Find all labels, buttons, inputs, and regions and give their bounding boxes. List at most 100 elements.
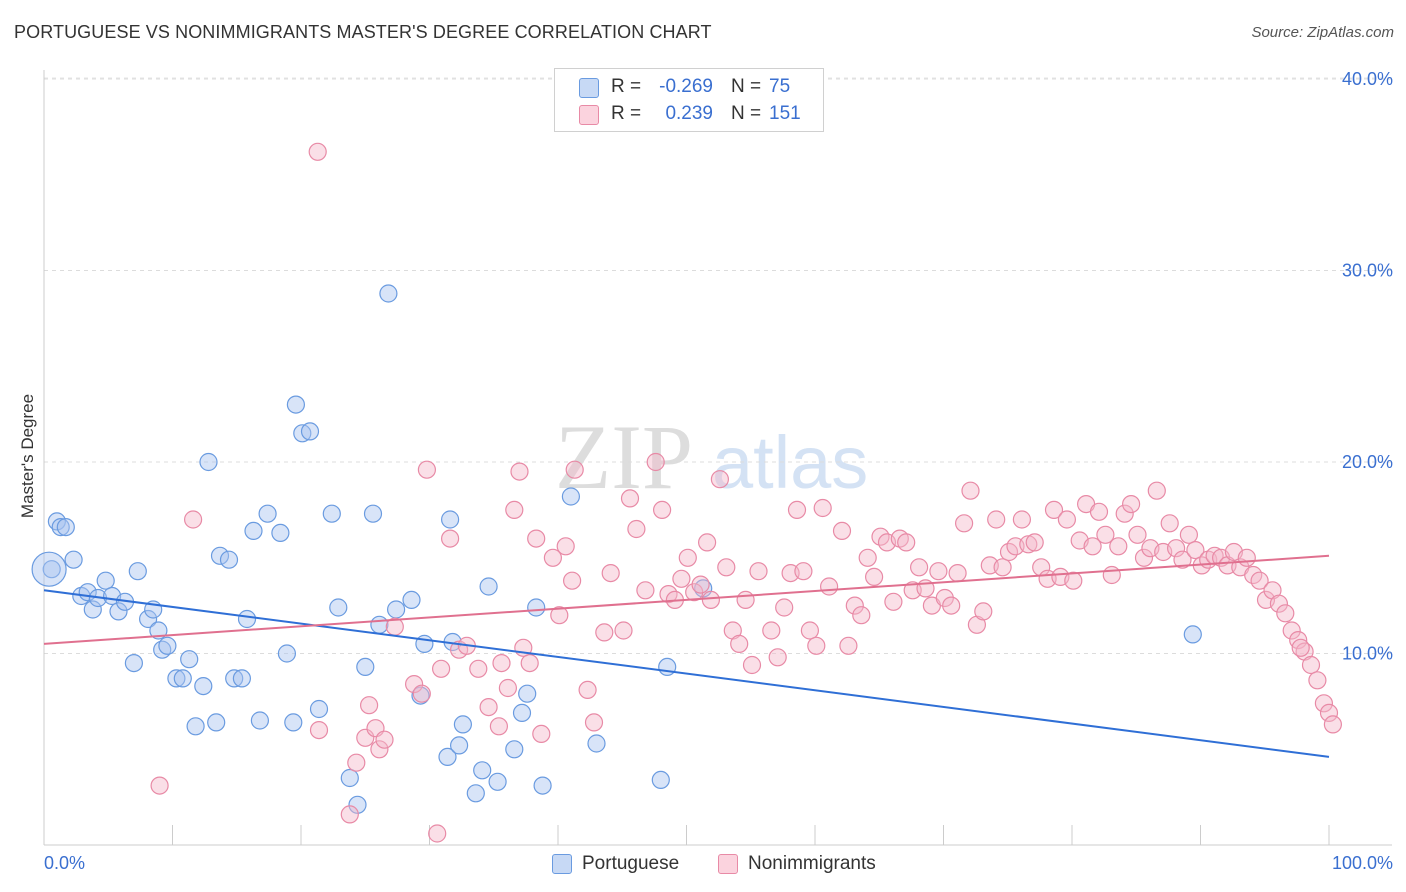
portuguese-point	[402, 590, 421, 610]
nonimmigrants-point	[697, 533, 717, 552]
nonimmigrants-point	[1128, 525, 1147, 544]
legend-r-label: R =	[611, 103, 642, 124]
nonimmigrants-point	[620, 489, 640, 508]
portuguese-point	[329, 598, 348, 617]
portuguese-point	[199, 452, 218, 472]
nonimmigrants-point	[678, 548, 697, 567]
x-tick-label: 100.0%	[1332, 853, 1393, 873]
nonimmigrants-point	[1012, 510, 1032, 529]
nonimmigrants-point	[897, 533, 916, 552]
nonimmigrants-point	[672, 569, 691, 588]
nonimmigrants-point	[929, 562, 948, 581]
nonimmigrants-point	[800, 621, 820, 640]
portuguese-point	[96, 571, 115, 590]
nonimmigrants-point	[1160, 514, 1179, 533]
nonimmigrants-point	[527, 529, 546, 548]
nonimmigrants-point	[565, 460, 584, 479]
nonimmigrants-point	[794, 562, 813, 581]
portuguese-point	[277, 644, 296, 663]
legend-r-value: 0.239	[665, 103, 713, 124]
y-tick-label: 40.0%	[1342, 69, 1393, 89]
nonimmigrants-point	[768, 648, 787, 667]
nonimmigrants-point	[405, 674, 424, 694]
nonimmigrants-point	[832, 521, 852, 541]
portuguese-point	[370, 615, 389, 634]
portuguese-point	[587, 734, 606, 753]
nonimmigrants-point	[1323, 715, 1343, 734]
nonimmigrants-point	[961, 481, 980, 500]
watermark: ZIP atlas	[555, 406, 868, 508]
nonimmigrants-point	[858, 548, 877, 567]
portuguese-point	[512, 703, 532, 723]
nonimmigrants-point	[428, 824, 447, 843]
legend-swatch-portuguese	[579, 78, 599, 98]
nonimmigrants-point	[701, 590, 721, 610]
portuguese-point	[207, 713, 226, 732]
nonimmigrants-point	[510, 462, 529, 481]
nonimmigrants-point	[562, 571, 582, 590]
nonimmigrants-point	[845, 596, 864, 615]
portuguese-point	[244, 521, 263, 541]
portuguese-point	[64, 550, 83, 569]
portuguese-point	[210, 546, 230, 565]
portuguese-point	[300, 422, 320, 441]
nonimmigrants-point	[819, 577, 839, 596]
nonimmigrants-point	[584, 713, 604, 732]
nonimmigrants-point	[710, 470, 730, 489]
nonimmigrants-point	[636, 581, 655, 600]
portuguese-point	[322, 504, 341, 523]
nonimmigrants-point	[184, 510, 203, 529]
nonimmigrants-trend-line	[43, 554, 1330, 645]
portuguese-point	[651, 770, 670, 790]
nonimmigrants-point	[150, 776, 169, 795]
portuguese-point	[139, 609, 158, 629]
nonimmigrants-point	[864, 567, 884, 587]
nonimmigrants-point	[742, 655, 762, 675]
nonimmigrants-point	[1147, 481, 1166, 500]
portuguese-point	[450, 736, 469, 755]
portuguese-point	[250, 711, 269, 730]
nonimmigrants-point	[646, 452, 665, 472]
portuguese-point	[527, 598, 546, 617]
portuguese-point	[505, 740, 524, 759]
nonimmigrants-point	[1102, 565, 1121, 585]
portuguese-point	[473, 761, 492, 780]
nonimmigrants-point	[417, 460, 436, 479]
portuguese-point	[237, 609, 257, 629]
series-legend: Portuguese Nonimmigrants	[0, 852, 1406, 878]
portuguese-point	[258, 504, 277, 523]
correlation-legend: R = -0.269 N = 75 R = 0.239 N = 151	[554, 68, 824, 132]
nonimmigrants-point	[1089, 502, 1109, 521]
portuguese-point	[286, 395, 305, 414]
portuguese-point	[379, 284, 398, 303]
nonimmigrants-point	[1044, 500, 1064, 519]
nonimmigrants-point	[852, 606, 871, 625]
nonimmigrants-point	[489, 717, 508, 736]
legend-label-nonimmigrants: Nonimmigrants	[748, 853, 876, 874]
nonimmigrants-point	[1276, 604, 1295, 623]
nonimmigrants-point	[627, 519, 646, 539]
y-tick-label: 20.0%	[1342, 452, 1393, 472]
portuguese-point	[561, 487, 581, 506]
nonimmigrants-point	[1308, 671, 1327, 690]
portuguese-point	[194, 676, 213, 696]
nonimmigrants-point	[498, 678, 517, 698]
nonimmigrants-point	[412, 684, 431, 703]
portuguese-point	[219, 550, 239, 569]
portuguese-point	[518, 684, 537, 703]
nonimmigrants-point	[909, 558, 929, 577]
portuguese-point	[1183, 625, 1202, 644]
nonimmigrants-point	[839, 636, 858, 655]
y-tick-label: 10.0%	[1342, 644, 1393, 664]
portuguese-point	[387, 600, 406, 619]
portuguese-point	[158, 636, 177, 655]
nonimmigrants-point	[1179, 525, 1199, 544]
portuguese-point	[441, 510, 460, 529]
x-tick-label: 0.0%	[44, 853, 85, 873]
nonimmigrants-point	[479, 697, 498, 717]
portuguese-point	[149, 621, 168, 640]
nonimmigrants-point	[1083, 537, 1102, 556]
nonimmigrants-point	[1237, 548, 1256, 567]
nonimmigrants-point	[1291, 638, 1310, 657]
nonimmigrants-point	[1319, 703, 1339, 723]
